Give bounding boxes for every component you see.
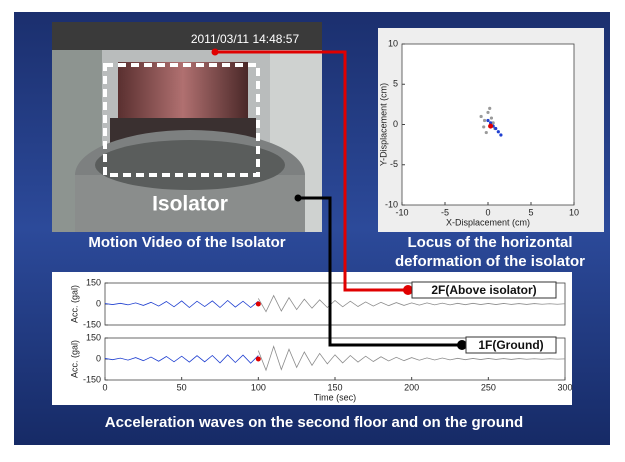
x-tick-label: -5 [441,207,449,217]
video-label: Isolator [152,193,228,216]
y-axis-label: Acc. (gal) [69,285,79,323]
y-tick-label: -5 [390,159,398,169]
locus-caption: deformation of the isolator [395,253,585,270]
point [490,116,493,119]
point [488,107,491,110]
connector-end [295,195,302,202]
x-tick-label: 10 [569,207,579,217]
y-tick-label: -150 [83,374,101,384]
y-tick-label: 0 [393,119,398,129]
x-tick-label: 250 [481,382,496,392]
waves-caption: Acceleration waves on the second floor a… [105,414,523,431]
current-point [256,357,261,362]
current-point [488,124,493,129]
x-tick-label: 300 [557,382,572,392]
point [486,119,489,122]
y-tick-label: 0 [96,298,101,308]
locus-caption: Locus of the horizontal [408,234,573,251]
point [494,127,497,130]
y-tick-label: 0 [96,353,101,363]
x-axis-label: Time (sec) [314,392,356,402]
point [485,131,488,134]
y-tick-label: 10 [388,38,398,48]
timestamp: 2011/03/11 14:48:57 [191,32,300,46]
x-tick-label: -10 [395,207,408,217]
current-point [256,302,261,307]
x-tick-label: 100 [251,382,266,392]
y-tick-label: 150 [86,332,101,342]
x-tick-label: 150 [327,382,342,392]
x-tick-label: 0 [485,207,490,217]
annotation-label: 2F(Above isolator) [431,283,536,297]
y-tick-label: -150 [83,319,101,329]
y-axis-label: Y-Displacement (cm) [378,83,388,166]
point [480,115,483,118]
x-tick-label: 50 [177,382,187,392]
point [486,111,489,114]
point [483,119,486,122]
figure: 2011/03/11 14:48:57 Isolator Motion Vide… [0,0,625,457]
point [499,133,502,136]
point [482,125,485,128]
x-axis-label: X-Displacement (cm) [446,217,530,227]
y-tick-label: 150 [86,277,101,287]
point [497,130,500,133]
x-tick-label: 0 [102,382,107,392]
connector-end [212,49,219,56]
y-axis-label: Acc. (gal) [69,340,79,378]
plot-area [402,44,574,205]
video-caption: Motion Video of the Isolator [88,234,285,251]
y-tick-label: 5 [393,79,398,89]
x-tick-label: 200 [404,382,419,392]
annotation-label: 1F(Ground) [478,338,543,352]
x-tick-label: 5 [528,207,533,217]
